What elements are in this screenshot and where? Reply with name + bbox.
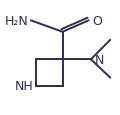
Text: H₂N: H₂N — [5, 15, 29, 28]
Text: N: N — [94, 53, 104, 66]
Text: O: O — [92, 15, 102, 28]
Text: NH: NH — [14, 79, 33, 92]
